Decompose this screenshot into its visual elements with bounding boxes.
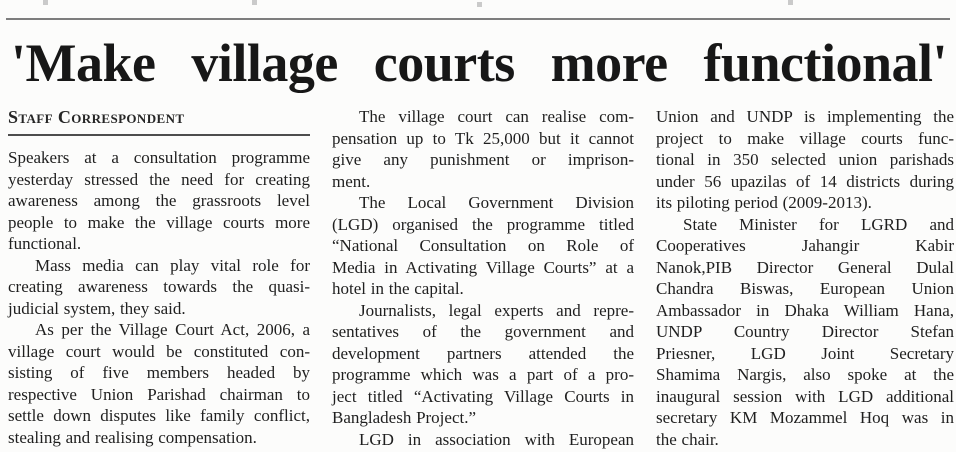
article-line: Speakers at a consultation programme [8, 148, 310, 167]
article-line: hotel in the capital. [332, 279, 464, 298]
article-line: respective Union Parishad chairman to [8, 384, 310, 404]
article-line: people to make the village courts more [8, 212, 310, 232]
article-line: Chandra Biswas, European Union [656, 279, 954, 298]
article-line: judicial system, they said. [8, 298, 186, 318]
article-line: under 56 upazilas of 14 districts during [656, 171, 954, 191]
article-line: Ambassador in Dhaka William Hana, [656, 300, 954, 320]
article-line: Mass media can play vital role for [35, 255, 310, 275]
article-line: Nanok,PIB Director General Dulal [656, 257, 954, 277]
article-line: ment. [332, 171, 371, 191]
article-line: give any punishment or imprison- [332, 150, 634, 169]
article-line: development partners attended the [332, 343, 634, 363]
article-line: Priesner, LGD Joint Secretary [656, 343, 954, 363]
article-line: tional in 350 selected union parishads [656, 150, 954, 169]
byline-divider [8, 134, 310, 136]
article-line: settle down disputes like family conflic… [8, 406, 310, 425]
article-columns: Staff Correspondent Speakers at a consul… [8, 106, 954, 452]
article-line: project to make village courts func- [656, 128, 954, 148]
article-line: Union and UNDP is implementing the [656, 107, 954, 126]
article-line: inaugural session with LGD additional [656, 386, 954, 406]
article-line: yesterday stressed the need for creating [8, 169, 310, 189]
headline: 'Make village courts more functional' [11, 33, 948, 93]
column-2: The village court can realise com-pensat… [332, 106, 634, 452]
top-divider-rule [6, 18, 950, 20]
article-line: stealing and realising compensation. [8, 427, 257, 447]
byline: Staff Correspondent [8, 107, 185, 127]
article-line: LGD in association with European [359, 429, 634, 449]
column-3-body: Union and UNDP is implementing the projec… [656, 106, 954, 450]
article-line: functional. [8, 234, 82, 253]
article-line: sisting of five members headed by [8, 363, 310, 382]
article-line: UNDP Country Director Stefan [656, 322, 954, 341]
article-line: As per the Village Court Act, 2006, a [35, 320, 310, 339]
article-line: The Local Government Division [359, 193, 634, 212]
article-line: awareness among the grassroots level [8, 191, 310, 210]
article-line: ject titled “Activating Village Courts i… [332, 386, 634, 406]
column-2-body: The village court can realise com-pensat… [332, 106, 634, 450]
article-line: Journalists, legal experts and repre- [359, 300, 634, 320]
article-line: its piloting period (2009-2013). [656, 193, 872, 212]
article-line: sentatives of the government and [332, 322, 634, 341]
article-line: Shamima Nargis, also spoke at the [656, 365, 954, 384]
article-line: pensation up to Tk 25,000 but it cannot [332, 128, 634, 148]
article-line: State Minister for LGRD and [683, 214, 954, 234]
column-1: Staff Correspondent Speakers at a consul… [8, 106, 310, 452]
article-line: programme which was a part of a pro- [332, 365, 634, 384]
page-edge-fragment [252, 0, 257, 5]
article-line: the chair. [656, 429, 719, 449]
column-1-body: Speakers at a consultation programme yest… [8, 147, 310, 448]
page-edge-fragment [788, 0, 793, 5]
article-line: Media in Activating Village Courts” at a [332, 257, 634, 277]
article-line: secretary KM Mozammel Hoq was in [656, 408, 954, 427]
article-line: Cooperatives Jahangir Kabir [656, 236, 954, 255]
article-line: Bangladesh Project.” [332, 408, 477, 427]
column-3: Union and UNDP is implementing the projec… [656, 106, 954, 452]
page-edge-fragment [477, 2, 482, 7]
article-line: “National Consultation on Role of [332, 236, 634, 255]
article-line: creating awareness towards the quasi- [8, 277, 310, 296]
article-line: village court would be constituted con- [8, 341, 310, 361]
article-line: (LGD) organised the programme titled [332, 214, 634, 234]
page-edge-fragment [43, 0, 48, 5]
article-line: The village court can realise com- [359, 107, 634, 126]
